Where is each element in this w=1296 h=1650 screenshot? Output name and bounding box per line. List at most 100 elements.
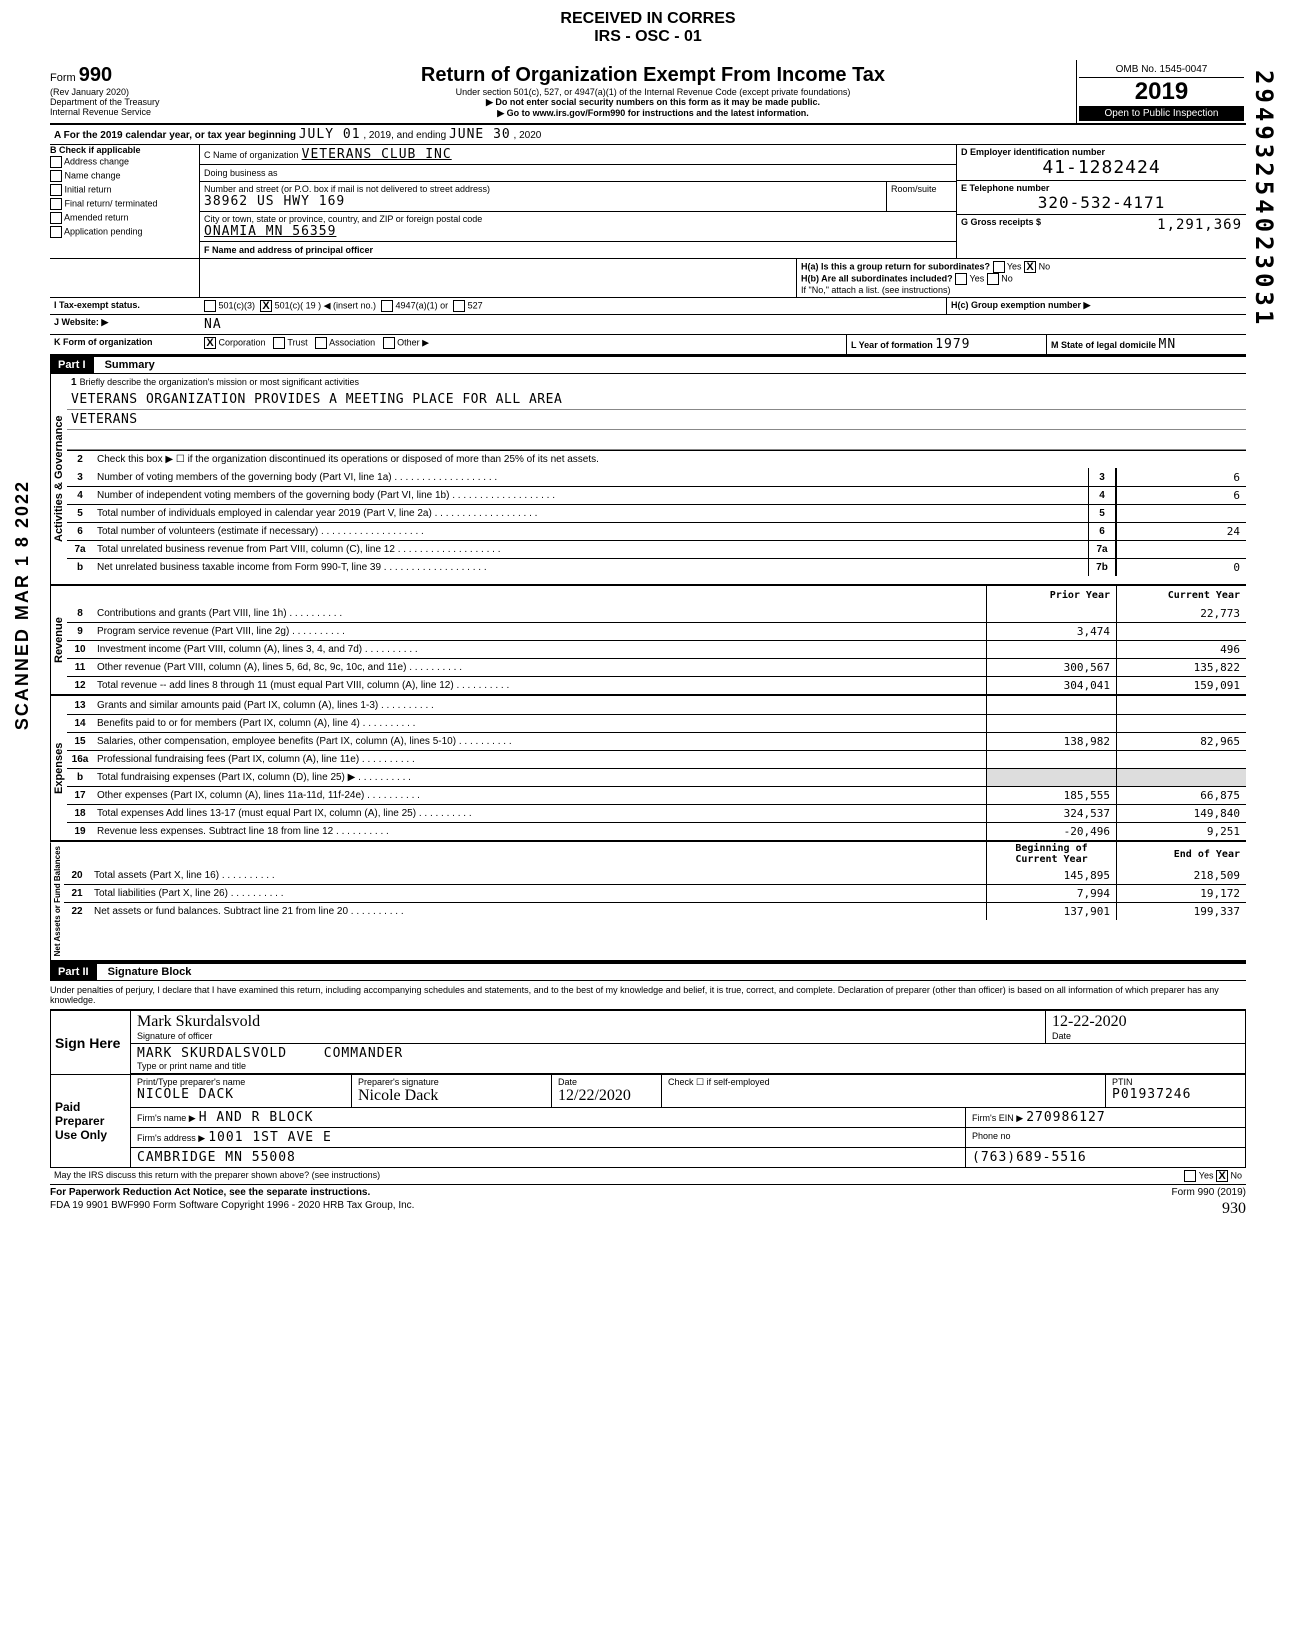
governance-line: bNet unrelated business taxable income f…	[67, 558, 1246, 576]
form-revision: (Rev January 2020)	[50, 87, 230, 97]
officer-title: COMMANDER	[324, 1046, 403, 1061]
applicable-checkbox[interactable]	[50, 212, 62, 224]
paid-preparer-block: Paid Preparer Use Only Print/Type prepar…	[50, 1075, 1246, 1168]
applicable-checkbox[interactable]	[50, 198, 62, 210]
mission-text-1: VETERANS ORGANIZATION PROVIDES A MEETING…	[67, 390, 1246, 410]
data-line: 20Total assets (Part X, line 16) . . . .…	[64, 866, 1246, 884]
data-line: 19Revenue less expenses. Subtract line 1…	[67, 822, 1246, 840]
trust-checkbox[interactable]	[273, 337, 285, 349]
entity-info-block: B Check if applicable Address change Nam…	[50, 145, 1246, 259]
527-checkbox[interactable]	[453, 300, 465, 312]
org-name: VETERANS CLUB INC	[302, 147, 452, 162]
irs-label: Internal Revenue Service	[50, 107, 230, 117]
may-discuss-row: May the IRS discuss this return with the…	[50, 1168, 1246, 1185]
data-line: 8Contributions and grants (Part VIII, li…	[67, 604, 1246, 622]
form-title: Return of Organization Exempt From Incom…	[238, 64, 1068, 87]
dba-label: Doing business as	[204, 168, 278, 178]
paperwork-notice: For Paperwork Reduction Act Notice, see …	[50, 1187, 370, 1198]
room-suite-label: Room/suite	[886, 182, 956, 211]
section-net-assets: Net Assets or Fund Balances Beginning of…	[50, 842, 1246, 962]
section-revenue: Revenue Prior Year Current Year 8Contrib…	[50, 586, 1246, 696]
year-formation-label: L Year of formation	[851, 340, 933, 350]
applicable-checkbox[interactable]	[50, 170, 62, 182]
org-name-label: C Name of organization	[204, 150, 299, 160]
h-a-yes-checkbox[interactable]	[993, 261, 1005, 273]
city-label: City or town, state or province, country…	[204, 214, 952, 224]
check-item: Amended return	[50, 211, 199, 225]
year-formation-value: 1979	[935, 337, 970, 352]
h-b-yes-checkbox[interactable]	[955, 273, 967, 285]
street-address: 38962 US HWY 169	[204, 194, 882, 209]
section-expenses: Expenses 13Grants and similar amounts pa…	[50, 696, 1246, 842]
discuss-no-checkbox[interactable]: X	[1216, 1170, 1228, 1182]
form-number: Form 990	[50, 64, 230, 87]
prior-year-header: Prior Year	[986, 586, 1116, 604]
data-line: bTotal fundraising expenses (Part IX, co…	[67, 768, 1246, 786]
block-b-header: B Check if applicable	[50, 145, 199, 155]
firm-ein: 270986127	[1026, 1110, 1105, 1125]
check-item: Address change	[50, 155, 199, 169]
ptin-label: PTIN	[1112, 1077, 1239, 1087]
line-2-desc: Check this box ▶ ☐ if the organization d…	[93, 453, 1246, 466]
line-k-label: K Form of organization	[50, 335, 200, 354]
begin-year-header: Beginning of Current Year	[986, 842, 1116, 866]
firm-addr-label: Firm's address ▶	[137, 1133, 205, 1143]
data-line: 9Program service revenue (Part VIII, lin…	[67, 622, 1246, 640]
governance-line: 7aTotal unrelated business revenue from …	[67, 540, 1246, 558]
discuss-yes-checkbox[interactable]	[1184, 1170, 1196, 1182]
applicable-checkbox[interactable]	[50, 156, 62, 168]
form-version: Form 990 (2019)	[1172, 1187, 1246, 1198]
preparer-date: 12/22/2020	[558, 1087, 655, 1105]
4947-checkbox[interactable]	[381, 300, 393, 312]
governance-line: 5Total number of individuals employed in…	[67, 504, 1246, 522]
type-name-label: Type or print name and title	[137, 1061, 1239, 1071]
applicable-checkbox[interactable]	[50, 184, 62, 196]
part-1-header: Part I Summary	[50, 355, 1246, 374]
dept-label: Department of the Treasury	[50, 97, 230, 107]
governance-line: 4Number of independent voting members of…	[67, 486, 1246, 504]
corp-checkbox[interactable]: X	[204, 337, 216, 349]
firm-addr-2: CAMBRIDGE MN 55008	[137, 1150, 296, 1165]
page-stamp: 930	[1222, 1200, 1246, 1218]
received-stamp: RECEIVED IN CORRES IRS - OSC - 01	[560, 10, 735, 46]
firm-phone: (763)689-5516	[972, 1150, 1087, 1165]
501c3-checkbox[interactable]	[204, 300, 216, 312]
current-year-header: Current Year	[1116, 586, 1246, 604]
h-c-label: H(c) Group exemption number ▶	[951, 300, 1090, 310]
preparer-name: NICOLE DACK	[137, 1087, 345, 1102]
gross-receipts-value: 1,291,369	[1157, 217, 1242, 233]
data-line: 15Salaries, other compensation, employee…	[67, 732, 1246, 750]
h-b-no-checkbox[interactable]	[987, 273, 999, 285]
other-checkbox[interactable]	[383, 337, 395, 349]
data-line: 17Other expenses (Part IX, column (A), l…	[67, 786, 1246, 804]
line-i-label: I Tax-exempt status.	[50, 298, 200, 314]
data-line: 12Total revenue -- add lines 8 through 1…	[67, 676, 1246, 694]
check-item: Initial return	[50, 183, 199, 197]
firm-ein-label: Firm's EIN ▶	[972, 1113, 1023, 1123]
gross-receipts-label: G Gross receipts $	[961, 217, 1157, 233]
block-h-row: H(a) Is this a group return for subordin…	[50, 259, 1246, 298]
data-line: 18Total expenses Add lines 13-17 (must e…	[67, 804, 1246, 822]
line-a-calendar-year: A For the 2019 calendar year, or tax yea…	[50, 125, 1246, 145]
firm-addr-1: 1001 1ST AVE E	[208, 1130, 332, 1145]
part-2-header: Part II Signature Block	[50, 962, 1246, 981]
officer-signature: Mark Skurdalsvold	[137, 1013, 1039, 1031]
check-item: Final return/ terminated	[50, 197, 199, 211]
data-line: 10Investment income (Part VIII, column (…	[67, 640, 1246, 658]
firm-name: H AND R BLOCK	[199, 1110, 314, 1125]
form-subtitle-3: ▶ Go to www.irs.gov/Form990 for instruct…	[238, 108, 1068, 119]
applicable-checkbox[interactable]	[50, 226, 62, 238]
sign-here-block: Sign Here Mark Skurdalsvold Signature of…	[50, 1009, 1246, 1075]
doc-id-vertical: 29493254023031	[1250, 70, 1278, 328]
officer-sig-label: Signature of officer	[137, 1031, 1039, 1041]
principal-officer-label: F Name and address of principal officer	[204, 245, 373, 255]
form-subtitle-2: ▶ Do not enter social security numbers o…	[238, 97, 1068, 108]
h-a-no-checkbox[interactable]: X	[1024, 261, 1036, 273]
data-line: 16aProfessional fundraising fees (Part I…	[67, 750, 1246, 768]
sign-here-label: Sign Here	[51, 1011, 131, 1074]
assoc-checkbox[interactable]	[315, 337, 327, 349]
paid-preparer-label: Paid Preparer Use Only	[51, 1075, 131, 1167]
501c-checkbox[interactable]: X	[260, 300, 272, 312]
h-b-label: H(b) Are all subordinates included?	[801, 273, 953, 283]
officer-name: MARK SKURDALSVOLD	[137, 1046, 287, 1061]
